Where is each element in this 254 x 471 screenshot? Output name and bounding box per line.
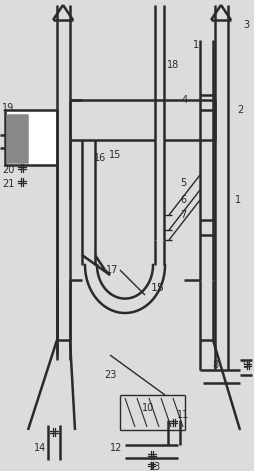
Text: 7: 7 [179, 210, 185, 220]
Text: 8: 8 [211, 360, 217, 370]
Text: 20: 20 [2, 165, 14, 175]
Text: 14: 14 [34, 443, 46, 453]
Text: 15: 15 [150, 283, 164, 293]
Text: 5: 5 [179, 178, 185, 188]
Text: 17: 17 [105, 265, 118, 275]
Text: 23: 23 [103, 370, 116, 380]
Text: 13: 13 [148, 462, 161, 471]
Text: 4: 4 [181, 95, 187, 105]
Text: 19: 19 [2, 103, 14, 113]
Text: 3: 3 [242, 20, 248, 30]
Text: 15: 15 [108, 150, 121, 160]
Text: 12: 12 [109, 443, 122, 453]
Text: 10: 10 [141, 403, 153, 413]
Text: 11: 11 [176, 410, 188, 420]
Text: 1: 1 [192, 40, 198, 50]
Text: 18: 18 [166, 60, 178, 70]
Text: 9: 9 [241, 360, 247, 370]
Text: 21: 21 [2, 179, 14, 189]
Text: 1: 1 [234, 195, 240, 205]
Bar [7, 115, 27, 162]
Text: 2: 2 [236, 105, 242, 115]
Text: 6: 6 [179, 195, 185, 205]
Text: 16: 16 [93, 153, 106, 163]
Bar [5, 110, 57, 165]
